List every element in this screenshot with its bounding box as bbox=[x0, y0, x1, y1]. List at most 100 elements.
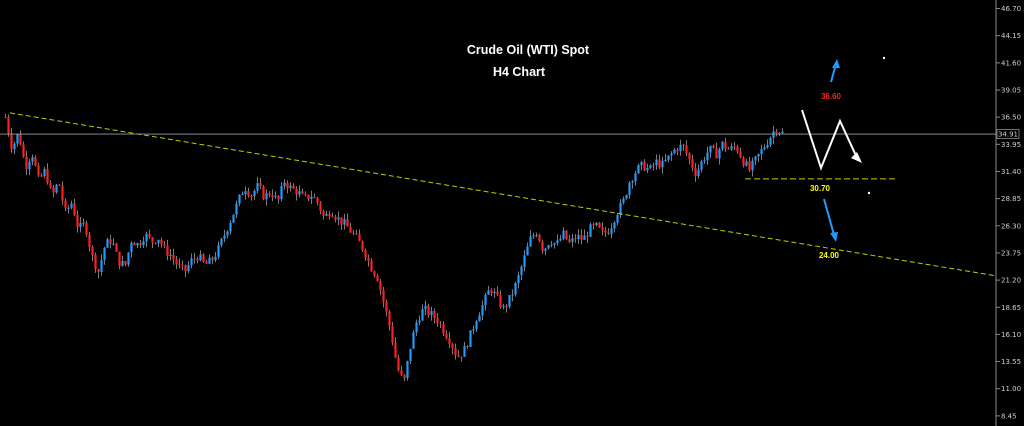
candle-bearish bbox=[457, 355, 460, 357]
price-tick-label: 26.30 bbox=[1001, 222, 1021, 230]
candle-bearish bbox=[451, 344, 454, 349]
candle-bullish bbox=[679, 144, 682, 152]
candle-bullish bbox=[55, 184, 58, 193]
candle-bullish bbox=[103, 247, 106, 260]
candle-bearish bbox=[442, 323, 445, 334]
candle-bullish bbox=[577, 234, 580, 240]
candle-bearish bbox=[292, 185, 295, 189]
candle-bearish bbox=[496, 291, 499, 295]
candle-bearish bbox=[454, 348, 457, 356]
candle-bearish bbox=[373, 271, 376, 276]
candle-bullish bbox=[190, 258, 193, 266]
price-tick-label: 33.95 bbox=[1001, 141, 1021, 149]
candle-bearish bbox=[682, 144, 685, 146]
marker-dot bbox=[882, 56, 886, 60]
candle-bearish bbox=[394, 342, 397, 358]
candle-bullish bbox=[100, 259, 103, 273]
price-tick-label: 11.00 bbox=[1001, 385, 1021, 393]
candle-bullish bbox=[232, 214, 235, 223]
candle-bullish bbox=[145, 233, 148, 242]
candle-bearish bbox=[778, 133, 781, 135]
candle-bullish bbox=[298, 191, 301, 195]
candle-bullish bbox=[730, 146, 733, 150]
candle-bearish bbox=[175, 259, 178, 265]
candle-bearish bbox=[643, 161, 646, 171]
candle-bullish bbox=[280, 186, 283, 200]
candle-bullish bbox=[325, 213, 328, 216]
arrow-down-icon bbox=[823, 198, 838, 242]
price-tick-label: 46.70 bbox=[1001, 5, 1021, 13]
candle-bearish bbox=[115, 243, 118, 252]
candle-bearish bbox=[349, 226, 352, 233]
candle-bullish bbox=[670, 153, 673, 156]
candle-bullish bbox=[628, 182, 631, 196]
candle-bullish bbox=[493, 291, 496, 294]
candle-bearish bbox=[52, 187, 55, 193]
level-label-support: 30.70 bbox=[810, 184, 831, 193]
candle-bearish bbox=[346, 219, 349, 227]
candle-bearish bbox=[607, 232, 610, 234]
price-tick-label: 39.05 bbox=[1001, 86, 1021, 94]
candle-bullish bbox=[526, 246, 529, 256]
candle-bullish bbox=[610, 228, 613, 234]
price-tick-label: 18.65 bbox=[1001, 304, 1021, 312]
candle-bearish bbox=[25, 156, 28, 170]
candles bbox=[4, 113, 784, 382]
candle-bullish bbox=[256, 183, 259, 191]
candle-bearish bbox=[184, 265, 187, 272]
candle-bullish bbox=[217, 245, 220, 257]
candle-bullish bbox=[220, 238, 223, 246]
candle-bearish bbox=[361, 241, 364, 251]
candle-bullish bbox=[544, 248, 547, 251]
candle-bullish bbox=[112, 243, 115, 245]
candle-bullish bbox=[235, 203, 238, 215]
candle-bullish bbox=[589, 224, 592, 237]
candle-bearish bbox=[358, 234, 361, 242]
candle-bullish bbox=[571, 238, 574, 242]
candle-bearish bbox=[439, 323, 442, 325]
candle-bullish bbox=[511, 294, 514, 296]
candle-bearish bbox=[40, 175, 43, 177]
candle-bullish bbox=[535, 234, 538, 236]
candle-bullish bbox=[253, 190, 256, 197]
candle-bullish bbox=[265, 193, 268, 200]
price-tick-label: 23.75 bbox=[1001, 249, 1021, 257]
candle-bearish bbox=[118, 251, 121, 266]
candle-bullish bbox=[622, 198, 625, 203]
candle-bullish bbox=[700, 161, 703, 170]
candle-bullish bbox=[553, 243, 556, 245]
candle-bearish bbox=[466, 346, 469, 348]
candle-bullish bbox=[16, 134, 19, 144]
candle-bullish bbox=[28, 161, 31, 170]
candle-bullish bbox=[769, 137, 772, 146]
candle-bearish bbox=[739, 151, 742, 158]
candle-bearish bbox=[580, 234, 583, 240]
candle-bullish bbox=[646, 167, 649, 171]
candle-bullish bbox=[121, 261, 124, 266]
current-price-label: 34.91 bbox=[998, 131, 1018, 139]
candle-bearish bbox=[22, 144, 25, 157]
candle-bearish bbox=[736, 146, 739, 152]
candle-bullish bbox=[127, 252, 130, 265]
candle-bullish bbox=[520, 266, 523, 276]
candle-bearish bbox=[490, 290, 493, 294]
candle-bullish bbox=[31, 157, 34, 162]
candle-bullish bbox=[484, 294, 487, 306]
candle-bullish bbox=[469, 330, 472, 348]
candle-bullish bbox=[424, 305, 427, 310]
candle-bullish bbox=[430, 311, 433, 316]
candle-bullish bbox=[613, 222, 616, 229]
candle-bearish bbox=[85, 222, 88, 235]
candle-bearish bbox=[211, 257, 214, 261]
candle-bearish bbox=[139, 243, 142, 246]
candle-bearish bbox=[541, 241, 544, 251]
candle-bearish bbox=[262, 186, 265, 200]
candle-bearish bbox=[460, 356, 463, 358]
candle-bullish bbox=[475, 321, 478, 330]
level-label-target: 24.00 bbox=[819, 251, 840, 260]
candle-bearish bbox=[445, 333, 448, 339]
candle-bearish bbox=[328, 213, 331, 217]
candle-bullish bbox=[136, 243, 139, 246]
price-tick-label: 41.60 bbox=[1001, 59, 1021, 67]
